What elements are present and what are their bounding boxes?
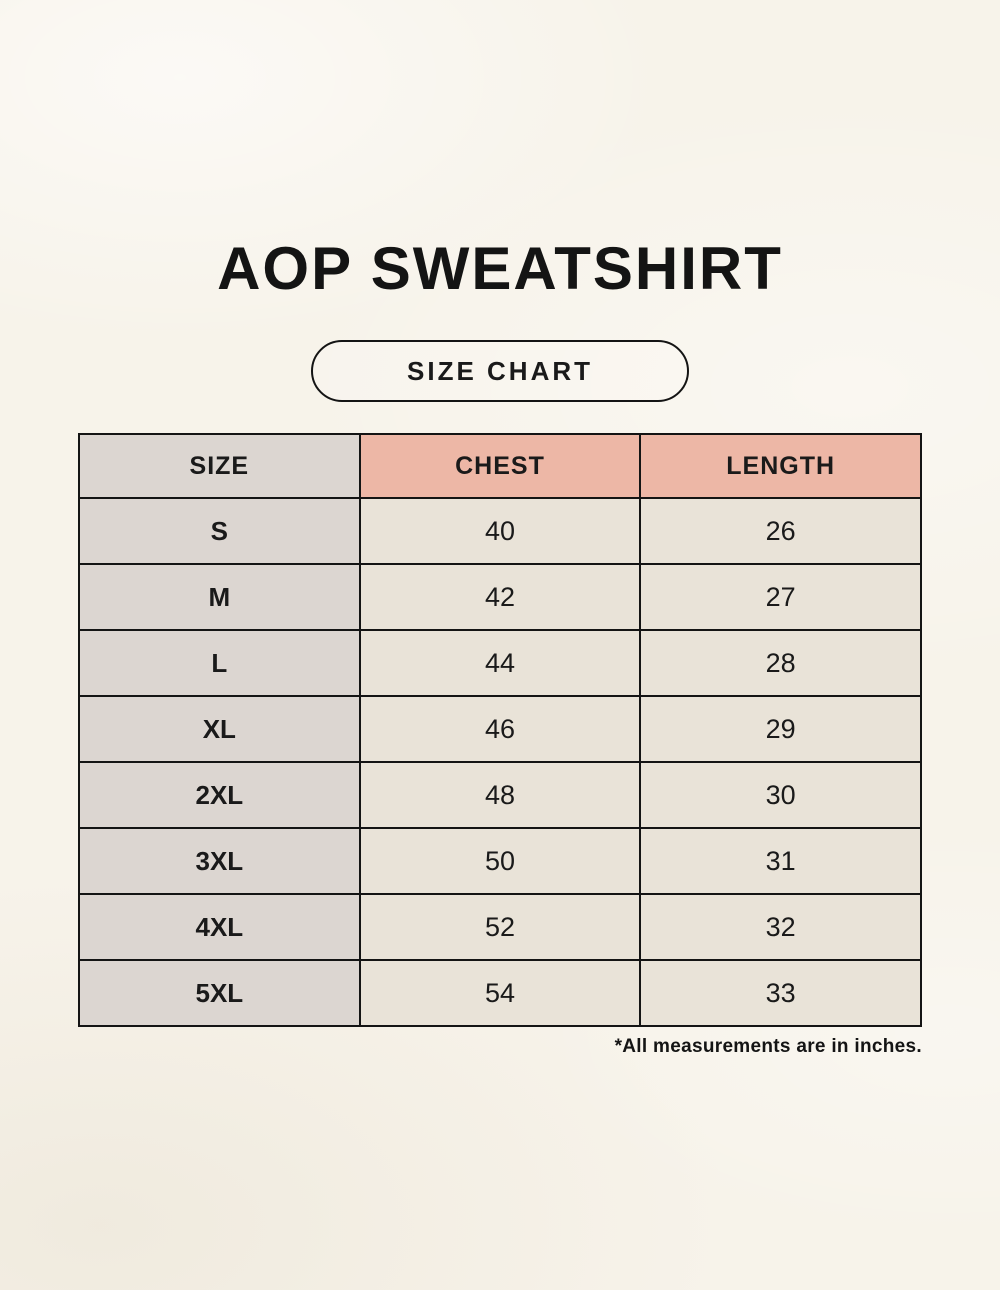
page-title: AOP SWEATSHIRT [217, 235, 783, 302]
size-cell: 5XL [78, 959, 361, 1027]
size-chart-table-container: SIZE CHEST LENGTH S 40 26 M 42 27 L [78, 433, 922, 1058]
size-cell: 3XL [78, 827, 361, 895]
chest-cell: 52 [358, 893, 642, 961]
chest-cell: 48 [358, 761, 642, 829]
column-header-chest: CHEST [358, 433, 642, 499]
table-row: M 42 27 [78, 563, 922, 631]
table-row: L 44 28 [78, 629, 922, 697]
table-header-row: SIZE CHEST LENGTH [78, 433, 922, 499]
length-cell: 33 [639, 959, 922, 1027]
table-row: 4XL 52 32 [78, 893, 922, 961]
measurements-footnote: *All measurements are in inches. [614, 1036, 922, 1057]
column-header-size: SIZE [78, 433, 361, 499]
size-chart-badge: SIZE CHART [311, 340, 689, 402]
length-cell: 27 [639, 563, 922, 631]
chest-cell: 50 [358, 827, 642, 895]
column-header-length: LENGTH [639, 433, 922, 499]
size-cell: M [78, 563, 361, 631]
length-cell: 30 [639, 761, 922, 829]
size-cell: XL [78, 695, 361, 763]
table-row: 3XL 50 31 [78, 827, 922, 895]
chest-cell: 46 [358, 695, 642, 763]
size-cell: S [78, 497, 361, 565]
table-row: S 40 26 [78, 497, 922, 565]
length-cell: 31 [639, 827, 922, 895]
size-chart-table: SIZE CHEST LENGTH S 40 26 M 42 27 L [78, 433, 922, 1027]
length-cell: 28 [639, 629, 922, 697]
size-cell: 2XL [78, 761, 361, 829]
chest-cell: 44 [358, 629, 642, 697]
table-row: 2XL 48 30 [78, 761, 922, 829]
size-cell: L [78, 629, 361, 697]
chest-cell: 54 [358, 959, 642, 1027]
table-row: 5XL 54 33 [78, 959, 922, 1027]
length-cell: 26 [639, 497, 922, 565]
length-cell: 29 [639, 695, 922, 763]
badge-container: SIZE CHART [0, 340, 1000, 402]
length-cell: 32 [639, 893, 922, 961]
chest-cell: 40 [358, 497, 642, 565]
size-cell: 4XL [78, 893, 361, 961]
table-row: XL 46 29 [78, 695, 922, 763]
chest-cell: 42 [358, 563, 642, 631]
